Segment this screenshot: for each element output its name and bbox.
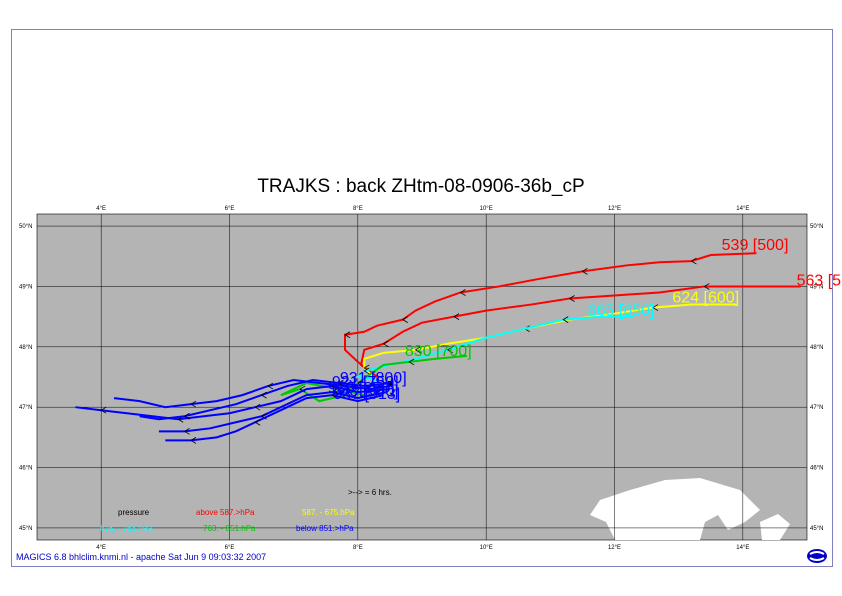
trajectory-label: 539 [500] [722,237,789,254]
trajectory-label: 563 [550] [797,272,842,289]
lat-tick-label: 46°N [19,466,32,472]
time-arrow-marker [254,418,261,426]
time-arrow-marker [190,437,197,444]
lat-tick-label: 48°N [810,345,823,351]
lon-tick-label: 4°E [96,206,106,212]
time-arrow-marker [331,388,338,396]
time-arrow-marker [337,385,344,393]
trajectory-line [165,394,384,442]
lat-tick-label: 45°N [19,526,32,532]
lat-tick-label: 49°N [19,284,32,290]
land-area [760,514,790,540]
trajectory-line [158,391,387,433]
lon-tick-label: 10°E [480,545,493,551]
lat-tick-label: 46°N [810,466,823,472]
time-arrow-marker [408,358,415,366]
trajectory-label: 937 [913] [334,386,401,403]
legend-item: 587. - 675.hPa [302,508,355,517]
lat-tick-label: 50°N [810,224,823,230]
time-arrow-marker [331,382,338,390]
lat-tick-label: 47°N [810,405,823,411]
time-arrow-marker [568,295,575,302]
legend-item: below 851.>hPa [296,524,354,533]
land-area [590,478,760,540]
trajectory-line [359,285,801,378]
time-arrow-marker [453,313,460,320]
trajectory-line [344,252,756,378]
trajectory-label: 943 [900] [332,383,399,400]
lat-tick-label: 48°N [19,345,32,351]
origin-marker [387,381,393,387]
time-arrow-marker [267,382,274,390]
plot-title: TRAJKS : back ZHtm-08-0906-36b_cP [257,176,585,197]
lat-tick-label: 49°N [810,284,823,290]
lat-tick-label: 50°N [19,224,32,230]
time-arrow-marker [414,346,421,354]
legend-item: 763. - 851.hPa [203,524,256,533]
time-arrow-marker [562,316,569,323]
lon-tick-label: 6°E [225,545,235,551]
time-arrow-marker [190,400,197,408]
lon-tick-label: 8°E [353,545,363,551]
trajectory-line [280,354,468,403]
graticule [37,214,807,540]
lon-tick-label: 12°E [608,545,621,551]
time-arrow-marker [337,379,344,387]
trajectory-labels: 539 [500] 563 [550] 624 [600] 665 [650] 830 … [328,237,842,403]
time-arrow-marker [260,391,267,399]
trajectory-label: 921 [750] [332,374,399,391]
trajectory-line [113,379,391,409]
magics-logo-icon [807,549,827,563]
lon-tick-label: 8°E [353,206,363,212]
legend: >--> = 6 hrs. pressure above 587.>hPa 58… [100,488,392,533]
time-arrow-marker [652,304,659,311]
lon-tick-label: 14°E [736,545,749,551]
time-arrow-marker [344,331,351,339]
trajectory-label: 830 [700] [405,343,472,360]
lon-tick-label: 4°E [96,545,106,551]
legend-item: 675. - 763.hPa [100,524,153,533]
footer-text: MAGICS 6.8 bhlclim.knmi.nl - apache Sat … [16,552,267,562]
plot-frame [11,29,833,567]
time-arrow-marker [382,340,389,348]
time-arrow-marker [459,289,466,296]
trajectory-label: 665 [650] [588,303,655,320]
time-arrow-marker [183,412,190,420]
time-arrow-marker [690,257,697,265]
time-arrow-marker [703,283,710,290]
time-arrow-marker [183,427,190,435]
legend-item: above 587.>hPa [196,508,255,517]
trajectory-label: 931 [800] [340,370,407,387]
time-arrow-marker [581,268,588,275]
time-arrow-marker [446,346,453,354]
axis-ticks: 4°E 4°E 6°E 6°E 8°E 8°E 10°E 10°E 12°E 12°E 14°E 14… [19,206,823,551]
time-arrow-marker [401,316,408,323]
time-arrow-marker [100,406,107,414]
trajectory-label: 624 [600] [672,290,739,307]
lon-tick-label: 6°E [225,206,235,212]
legend-note: >--> = 6 hrs. [348,488,392,497]
legend-title: pressure [118,508,150,517]
lon-tick-label: 12°E [608,206,621,212]
trajectories [75,252,801,444]
lon-tick-label: 14°E [736,206,749,212]
trajectory-label: 938 [850] [328,380,395,397]
time-arrow-marker [363,367,370,375]
lat-tick-label: 45°N [810,526,823,532]
coastline [590,478,790,540]
time-arrow-marker [331,391,338,399]
lat-tick-label: 47°N [19,405,32,411]
time-arrow-marker [254,403,261,411]
lon-tick-label: 10°E [480,206,493,212]
